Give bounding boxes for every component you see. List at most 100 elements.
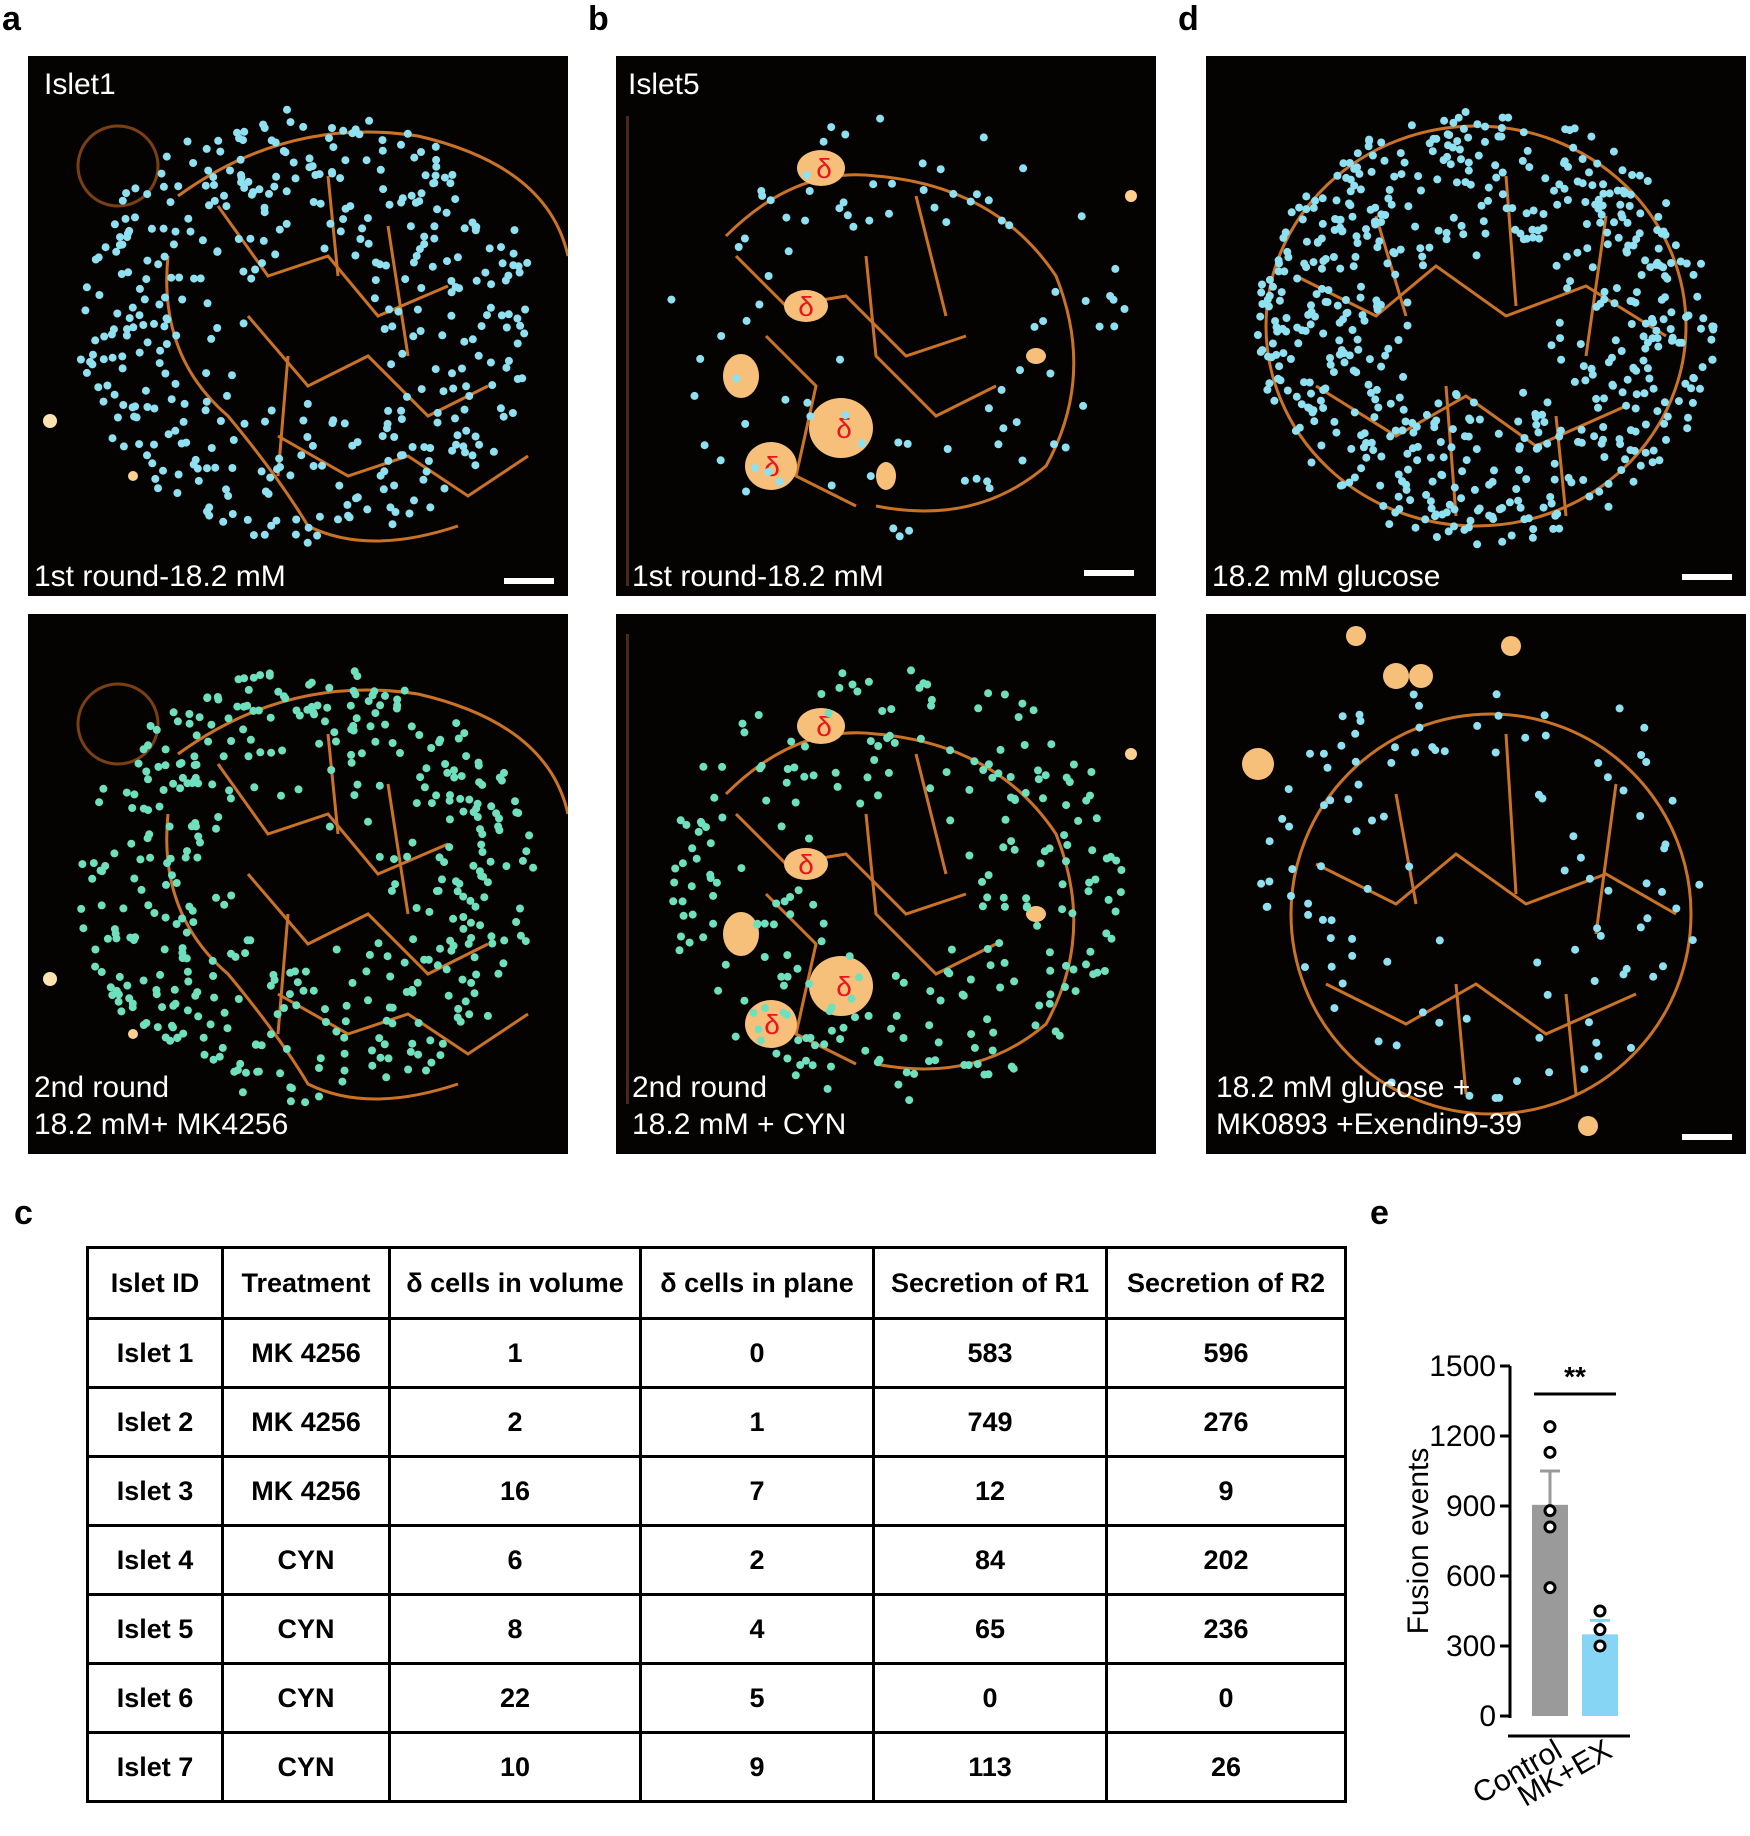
islet-label: Islet1 [44,68,116,101]
table-cell: CYN [221,1593,391,1665]
table-cell: 2 [639,1524,875,1596]
table-row: Islet 5 CYN 8 4 65 236 [86,1593,1347,1665]
data-point [1543,1520,1557,1534]
table-row: Islet 2 MK 4256 2 1 749 276 [86,1386,1347,1458]
image-b-round2: δ δ δ δ 2nd round 18.2 mM + CYN [616,614,1156,1154]
table-cell: CYN [221,1662,391,1734]
table-row: Islet 7 CYN 10 9 113 26 [86,1731,1347,1803]
table-cell: Islet 7 [86,1731,224,1803]
condition-caption-line1: 2nd round [34,1071,170,1104]
panel-letter-e: e [1370,1194,1389,1232]
table-cell: 7 [639,1455,875,1527]
table-cell: 583 [872,1317,1108,1389]
panel-letter-b: b [588,0,609,38]
islet-image-art [43,124,568,543]
data-point [1593,1604,1607,1618]
image-a-round1: Islet1 1st round-18.2 mM [28,56,568,596]
table-cell: 113 [872,1731,1108,1803]
islet-image-art: δ δ δ δ [626,634,1137,1104]
significance-label: ** [1564,1361,1586,1392]
table-cell: 8 [388,1593,642,1665]
delta-cell-labels: δ δ δ δ [764,711,852,1040]
table-cell: 22 [388,1662,642,1734]
table-cell: Islet 2 [86,1386,224,1458]
condition-caption: 1st round-18.2 mM [34,560,286,593]
y-tick-label: 900 [1446,1490,1496,1523]
table-cell: 5 [639,1662,875,1734]
data-point [1543,1420,1557,1434]
table-cell: 9 [639,1731,875,1803]
table-cell: Islet 3 [86,1455,224,1527]
table-cell: 12 [872,1455,1108,1527]
panel-letter-d: d [1178,0,1199,38]
fusion-event-dots [1257,690,1704,1102]
delta-cell-label: δ [764,1009,780,1040]
table-cell: 65 [872,1593,1108,1665]
table-cell: 10 [388,1731,642,1803]
table-cell: 0 [1105,1662,1347,1734]
panel-letter-a: a [2,0,21,38]
table-cell: Islet 6 [86,1662,224,1734]
delta-cell-label: δ [798,849,814,880]
delta-cell-label: δ [816,153,832,184]
data-point [1543,1504,1557,1518]
table-cell: Islet 4 [86,1524,224,1596]
table-cell: 0 [872,1662,1108,1734]
fusion-event-dots [669,666,1126,1105]
table-header-row: Islet ID Treatment δ cells in volume δ c… [86,1246,1347,1320]
table-cell: 1 [639,1386,875,1458]
image-b-round1: δ δ δ δ Islet5 1st round-18.2 mM [616,56,1156,596]
table-cell: MK 4256 [221,1386,391,1458]
table-cell: 84 [872,1524,1108,1596]
table-cell: Islet 1 [86,1317,224,1389]
image-d-glucose-antagonists: 18.2 mM glucose + MK0893 +Exendin9-39 [1206,614,1746,1154]
y-axis-label: Fusion events [1402,1448,1435,1635]
y-tick-label: 1500 [1429,1350,1496,1383]
table-cell: 749 [872,1386,1108,1458]
image-d-glucose: 18.2 mM glucose [1206,56,1746,596]
data-point [1593,1639,1607,1653]
table-cell: 9 [1105,1455,1347,1527]
condition-caption-line1: 18.2 mM glucose + [1216,1071,1471,1104]
table-cell: 6 [388,1524,642,1596]
fusion-event-dots [77,667,538,1107]
data-point [1543,1581,1557,1595]
panel-letter-c: c [14,1194,33,1232]
fusion-event-dots [76,105,532,547]
delta-cell-label: δ [836,971,852,1002]
table-cell: Islet 5 [86,1593,224,1665]
islet-data-table: Islet ID Treatment δ cells in volume δ c… [86,1246,1347,1803]
table-cell: 236 [1105,1593,1347,1665]
table-cell: 202 [1105,1524,1347,1596]
y-tick-label: 1200 [1429,1420,1496,1453]
condition-caption-line2: 18.2 mM+ MK4256 [34,1108,289,1141]
table-header: δ cells in plane [639,1246,875,1320]
table-header: δ cells in volume [388,1246,642,1320]
table-cell: 26 [1105,1731,1347,1803]
delta-cell-label: δ [816,711,832,742]
islet-image-art [1242,626,1693,1136]
delta-cell-labels: δ δ δ δ [764,153,852,482]
table-row: Islet 1 MK 4256 1 0 583 596 [86,1317,1347,1389]
delta-cell-label: δ [798,291,814,322]
table-header: Secretion of R2 [1105,1246,1347,1320]
table-row: Islet 3 MK 4256 16 7 12 9 [86,1455,1347,1527]
table-cell: 1 [388,1317,642,1389]
table-cell: CYN [221,1731,391,1803]
islet-label: Islet5 [628,68,700,101]
condition-caption: 1st round-18.2 mM [632,560,884,593]
table-header: Treatment [221,1246,391,1320]
table-cell: MK 4256 [221,1317,391,1389]
condition-caption-line1: 2nd round [632,1071,768,1104]
table-cell: 16 [388,1455,642,1527]
y-tick-label: 600 [1446,1560,1496,1593]
table-header: Islet ID [86,1246,224,1320]
table-cell: 276 [1105,1386,1347,1458]
bar-control [1532,1504,1568,1716]
table-cell: 2 [388,1386,642,1458]
table-cell: 4 [639,1593,875,1665]
scale-bar [1084,570,1134,576]
y-tick-label: 0 [1479,1700,1496,1733]
y-tick-label: 300 [1446,1630,1496,1663]
